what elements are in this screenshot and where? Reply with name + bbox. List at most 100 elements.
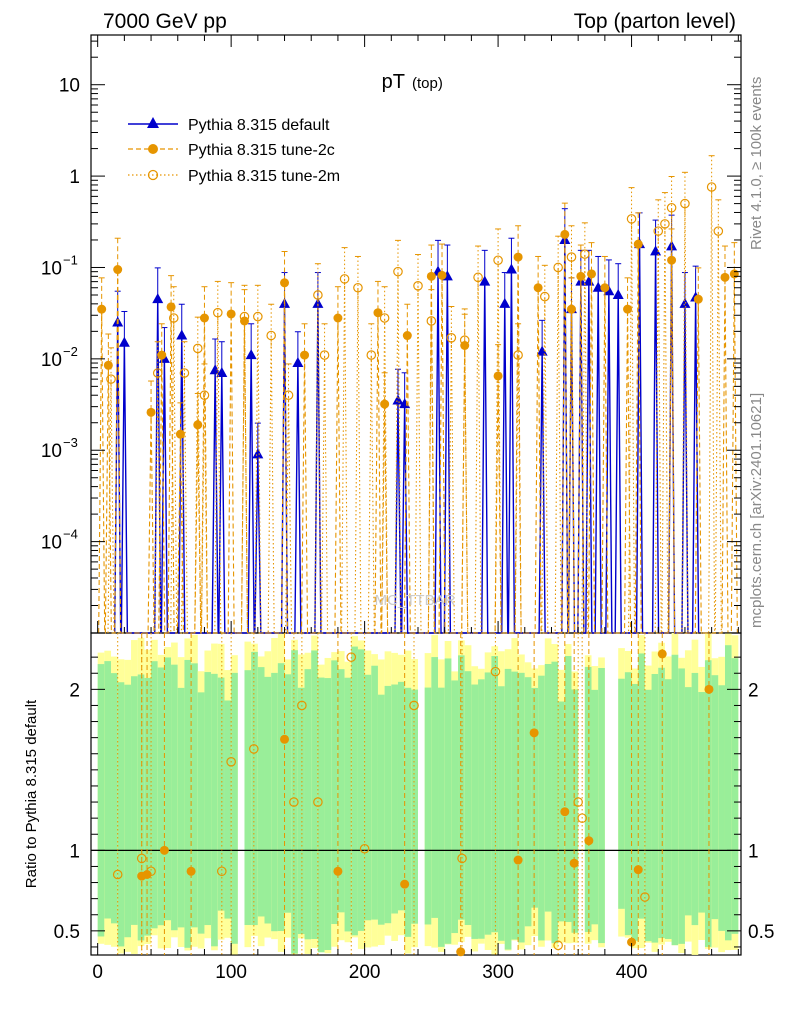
band-inner	[671, 654, 679, 946]
band-inner	[584, 666, 592, 932]
band-inner	[197, 692, 205, 934]
ratio-point-tune-2m	[490, 666, 501, 677]
ratio-point-tune-2c	[569, 858, 579, 868]
data-point-tune-2m	[446, 333, 457, 343]
data-point-default	[399, 398, 411, 409]
band-inner	[351, 646, 358, 936]
ratio-tick-label-right: 2	[748, 680, 759, 701]
data-point-tune-2m	[106, 374, 116, 384]
ratio-point-tune-2m	[136, 853, 147, 864]
band-inner	[117, 682, 125, 947]
ratio-point-tune-2m	[297, 700, 307, 711]
chart-title-sub: (top)	[412, 75, 443, 92]
band-inner	[538, 675, 545, 941]
x-tick-label: 300	[482, 962, 514, 983]
band-inner	[691, 672, 699, 926]
ratio-point-tune-2c	[513, 855, 523, 865]
band-inner	[524, 677, 532, 927]
data-point-tune-2m	[459, 335, 470, 346]
ratio-tick-label-right: 0.5	[748, 922, 774, 943]
y-tick-label-base: 10	[41, 533, 62, 554]
x-tick-label: 100	[215, 962, 247, 983]
data-point-tune-2m	[283, 390, 294, 401]
band-inner	[644, 689, 652, 942]
band-inner	[718, 685, 725, 931]
data-point-tune-2c	[226, 309, 236, 319]
band-inner	[638, 653, 645, 919]
band-inner	[498, 686, 505, 941]
legend-label-default: Pythia 8.315 default	[188, 117, 330, 134]
band-inner	[424, 687, 432, 925]
mcplots-label: mcplots.cern.ch [arXiv:2401.10621]	[748, 393, 765, 628]
ratio-point-tune-2m	[577, 813, 587, 823]
band-inner	[157, 667, 165, 926]
band-inner	[171, 664, 178, 931]
band-inner	[377, 694, 385, 925]
band-inner	[311, 650, 318, 940]
data-point-tune-2c	[113, 265, 123, 275]
band-inner	[151, 661, 158, 929]
band-inner	[711, 675, 719, 920]
legend-open-circle-icon	[147, 169, 159, 181]
data-point-tune-2c	[623, 304, 633, 314]
ratio-point-tune-2m	[346, 652, 357, 662]
data-point-default	[392, 394, 404, 405]
y-tick-label-exp: −1	[63, 252, 78, 267]
data-point-tune-2m	[152, 368, 163, 378]
data-point-tune-2c	[720, 272, 730, 282]
band-inner	[284, 674, 292, 913]
band-inner	[144, 677, 152, 936]
ratio-point-tune-2c	[400, 879, 410, 889]
data-point-tune-2m	[653, 226, 664, 236]
data-point-tune-2c	[146, 407, 156, 417]
data-point-tune-2m	[313, 290, 323, 300]
band-inner	[297, 687, 305, 935]
band-inner	[598, 668, 605, 944]
chart-title: pT	[382, 71, 405, 93]
band-inner	[564, 656, 572, 923]
legend-label-2c: Pythia 8.315 tune-2c	[188, 142, 335, 159]
data-point-tune-2m	[553, 262, 563, 273]
data-point-tune-2c	[560, 229, 570, 239]
data-point-default	[679, 297, 691, 308]
band-inner	[478, 679, 485, 939]
ratio-tick-label: 2	[69, 680, 80, 701]
x-tick-label: 0	[92, 962, 103, 983]
legend-label-2m: Pythia 8.315 tune-2m	[188, 168, 340, 185]
y-tick-label-base: 10	[41, 441, 62, 462]
data-point-tune-2m	[580, 249, 590, 259]
data-point-default	[152, 293, 164, 304]
band-inner	[124, 684, 132, 938]
band-inner	[384, 685, 392, 924]
band-inner	[664, 679, 672, 939]
data-point-default	[612, 288, 624, 299]
band-inner	[337, 669, 345, 913]
ratio-point-tune-2c	[627, 937, 637, 947]
legend: Pythia 8.315 default Pythia 8.315 tune-2…	[128, 117, 340, 185]
data-point-tune-2c	[199, 313, 209, 323]
ratio-point-tune-2m	[359, 843, 370, 854]
data-point-tune-2m	[660, 219, 670, 229]
ratio-point-tune-2c	[657, 649, 667, 659]
data-point-tune-2c	[97, 304, 107, 314]
band-inner	[324, 678, 332, 951]
y-tick-label-exp: −2	[63, 344, 78, 359]
data-point-tune-2m	[706, 182, 717, 192]
series-line-0	[113, 239, 700, 634]
ratio-point-tune-2c	[633, 865, 643, 875]
band-inner	[344, 677, 352, 932]
data-point-tune-2m	[426, 316, 437, 326]
data-point-tune-2m	[266, 330, 276, 341]
band-inner	[411, 689, 419, 924]
band-inner	[624, 672, 632, 936]
data-point-tune-2c	[157, 350, 167, 360]
data-point-tune-2m	[626, 214, 637, 224]
data-point-default	[312, 297, 324, 308]
band-inner	[731, 658, 739, 934]
band-inner	[504, 668, 512, 950]
data-point-tune-2m	[379, 313, 390, 323]
data-point-tune-2c	[513, 252, 523, 262]
data-point-tune-2c	[576, 271, 586, 281]
ratio-point-tune-2m	[313, 797, 323, 807]
